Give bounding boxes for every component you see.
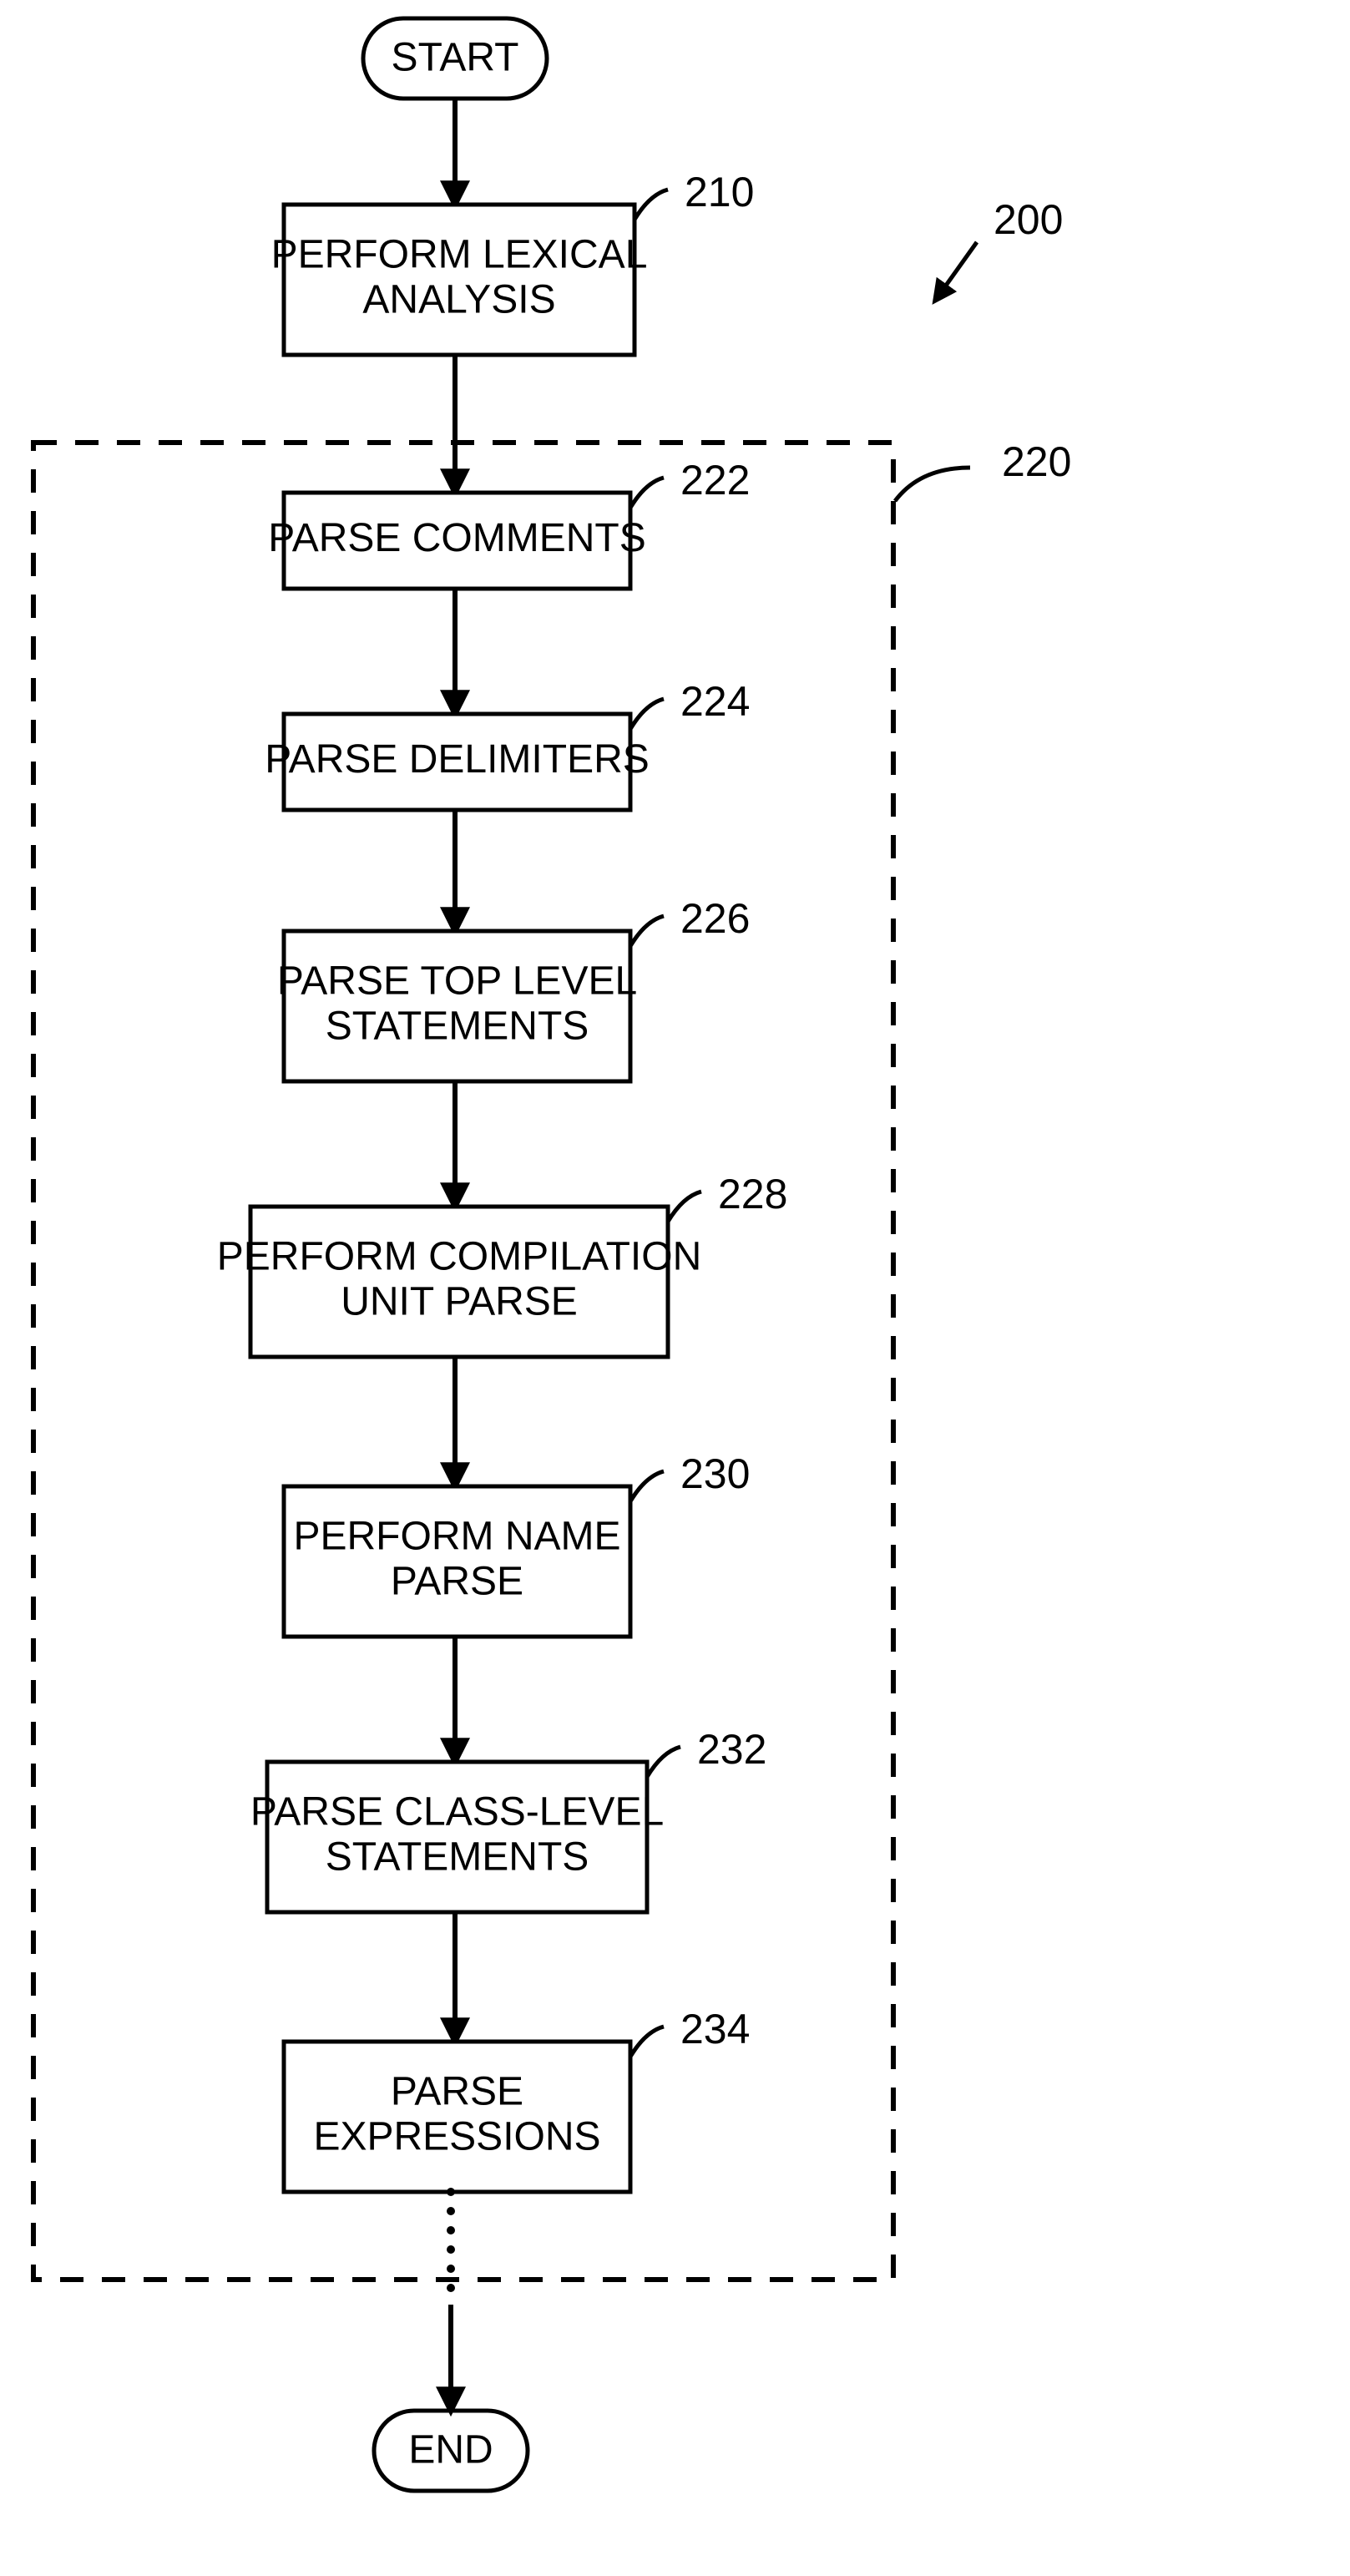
- ref-tick-220: [895, 468, 970, 501]
- ref-tick-234: [630, 2027, 664, 2057]
- ref-label-222: 222: [680, 457, 750, 504]
- ref-label-230: 230: [680, 1450, 750, 1497]
- process-box-232-line-1: STATEMENTS: [326, 1835, 589, 1880]
- ref-label-234: 234: [680, 2006, 750, 2052]
- ref-label-200: 200: [994, 196, 1063, 243]
- process-box-222-line-0: PARSE COMMENTS: [268, 516, 645, 560]
- process-box-234-line-1: EXPRESSIONS: [313, 2115, 600, 2159]
- process-box-210-line-0: PERFORM LEXICAL: [271, 233, 648, 277]
- process-box-228-line-0: PERFORM COMPILATION: [217, 1235, 701, 1279]
- ref-tick-230: [630, 1471, 664, 1501]
- ref-label-210: 210: [685, 169, 754, 215]
- ref-tick-200: [935, 242, 977, 301]
- ref-tick-226: [630, 916, 664, 946]
- ref-tick-210: [635, 190, 668, 220]
- process-box-228-line-1: UNIT PARSE: [341, 1280, 578, 1324]
- ref-tick-228: [668, 1192, 701, 1222]
- ref-label-228: 228: [718, 1171, 787, 1217]
- continuation-dot-5: [447, 2284, 455, 2292]
- process-box-230-line-1: PARSE: [391, 1560, 523, 1604]
- start-terminal-label: START: [392, 36, 519, 80]
- process-box-232-line-0: PARSE CLASS-LEVEL: [250, 1790, 664, 1835]
- continuation-dot-2: [447, 2226, 455, 2234]
- ref-label-224: 224: [680, 678, 750, 725]
- ref-label-226: 226: [680, 895, 750, 942]
- process-box-226-line-0: PARSE TOP LEVEL: [277, 959, 637, 1004]
- process-box-230-line-0: PERFORM NAME: [293, 1515, 620, 1559]
- continuation-dot-4: [447, 2265, 455, 2273]
- ref-tick-222: [630, 478, 664, 508]
- ref-tick-232: [647, 1747, 680, 1777]
- continuation-dot-1: [447, 2207, 455, 2215]
- continuation-dot-0: [447, 2188, 455, 2196]
- end-terminal-label: END: [408, 2428, 493, 2472]
- process-box-210-line-1: ANALYSIS: [362, 278, 555, 322]
- ref-tick-224: [630, 699, 664, 729]
- ref-label-220: 220: [1002, 438, 1071, 485]
- process-box-226-line-1: STATEMENTS: [326, 1005, 589, 1049]
- ref-label-232: 232: [697, 1726, 766, 1773]
- process-box-234-line-0: PARSE: [391, 2070, 523, 2114]
- continuation-dot-3: [447, 2245, 455, 2254]
- process-box-224-line-0: PARSE DELIMITERS: [265, 737, 650, 782]
